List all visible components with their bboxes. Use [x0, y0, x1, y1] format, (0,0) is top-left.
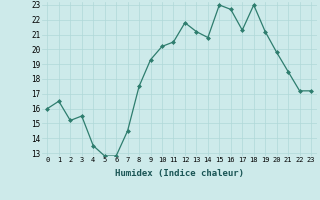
X-axis label: Humidex (Indice chaleur): Humidex (Indice chaleur)	[115, 169, 244, 178]
